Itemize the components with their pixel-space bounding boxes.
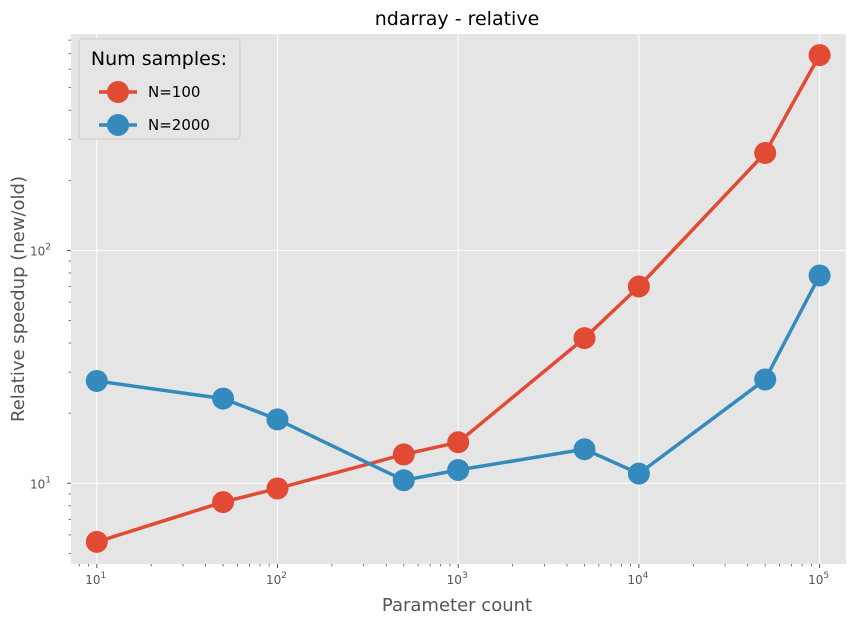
series-2-point: [627, 462, 650, 485]
x-tick-label: 105: [808, 571, 829, 587]
series-2-point: [808, 264, 831, 287]
series-2-point: [266, 408, 289, 431]
legend-title: Num samples:: [91, 48, 227, 70]
legend-label: N=2000: [148, 116, 210, 134]
legend: Num samples: N=100 N=2000: [78, 38, 241, 140]
x-tick-label: 103: [447, 571, 468, 587]
series-2-point: [754, 368, 777, 391]
y-tick-label: 101: [30, 475, 51, 491]
x-tick-label: 104: [627, 571, 648, 587]
x-tick-label: 102: [266, 571, 287, 587]
legend-swatch-marker: [107, 81, 129, 103]
chart-title: ndarray - relative: [375, 8, 540, 30]
series-2-point: [447, 459, 470, 482]
series-1-point: [392, 443, 415, 466]
y-tick-labels: 101 102: [30, 242, 71, 491]
x-tick-label: 101: [85, 571, 106, 587]
series-2-point: [85, 369, 108, 392]
x-axis-label: Parameter count: [382, 595, 532, 616]
series-1-point: [266, 477, 289, 500]
minor-ticks: [68, 39, 812, 567]
legend-label: N=100: [148, 83, 200, 101]
series-1-point: [212, 491, 235, 514]
y-axis-label: Relative speedup (new/old): [8, 176, 29, 422]
legend-swatch-marker: [107, 114, 129, 136]
series-1-point: [808, 44, 831, 67]
y-tick-label: 102: [30, 242, 51, 258]
series-2-point: [573, 438, 596, 461]
legend-box: [78, 38, 241, 140]
legend-items: N=100 N=2000: [99, 81, 210, 136]
series-layer: [85, 44, 831, 553]
series-1-point: [754, 142, 777, 165]
series-1-point: [85, 530, 108, 553]
series-2-point: [392, 469, 415, 492]
x-tick-labels: 101 102 103 104 105: [85, 564, 829, 587]
series-1-point: [573, 327, 596, 350]
series-1-point: [447, 431, 470, 454]
series-2-point: [212, 387, 235, 410]
series-1-point: [627, 275, 650, 298]
